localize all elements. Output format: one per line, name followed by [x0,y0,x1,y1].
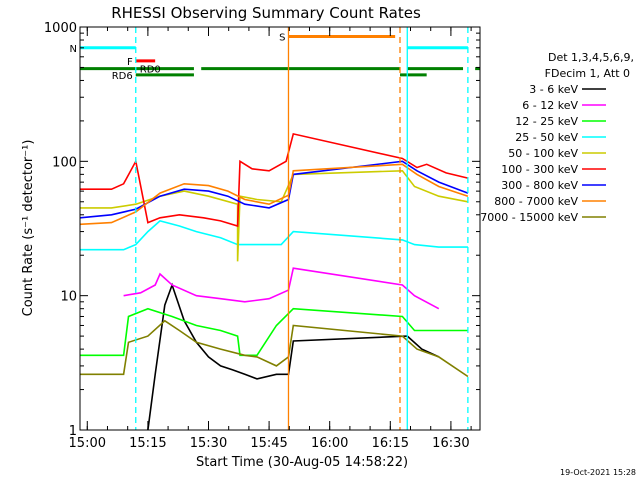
series-line-7 [79,163,469,226]
legend-label-6: 300 - 800 keV [501,179,578,192]
legend-label-4: 50 - 100 keV [508,147,578,160]
legend-header-line-1: Det 1,3,4,5,6,9, [548,51,634,64]
series-line-0 [147,282,440,431]
x-tick-label-2: 15:30 [190,436,227,451]
legend-label-3: 25 - 50 keV [515,131,578,144]
flag-label-f: F [127,57,133,68]
x-tick-label-4: 16:00 [311,436,348,451]
legend-label-8: 7000 - 15000 keV [480,211,578,224]
x-tick-label-5: 16:15 [372,436,409,451]
chart-title: RHESSI Observing Summary Count Rates [111,4,421,22]
legend: Det 1,3,4,5,6,9, FDecim 1, Att 0 3 - 6 k… [480,51,634,224]
x-tick-label-6: 16:30 [432,436,469,451]
plot-frame [79,26,481,431]
y-tick-label-0: 1 [69,424,77,439]
x-axis-label: Start Time (30-Aug-05 14:58:22) [196,455,408,470]
flags-layer: N F S RD0 RD6 [70,32,480,82]
series-lines-layer [79,132,469,431]
flag-label-n: N [70,44,77,55]
legend-label-1: 6 - 12 keV [522,99,578,112]
series-line-1 [123,267,440,310]
legend-label-0: 3 - 6 keV [529,83,578,96]
flag-label-rd6: RD6 [112,71,133,82]
series-line-2 [80,307,468,357]
y-tick-label-2: 100 [52,155,77,170]
y-tick-label-3: 1000 [44,21,77,36]
series-line-5 [80,132,469,228]
x-tick-label-0: 15:00 [69,436,106,451]
legend-label-7: 800 - 7000 keV [494,195,578,208]
flag-label-rd0: RD0 [140,65,161,76]
y-tick-label-1: 10 [60,290,77,305]
legend-label-2: 12 - 25 keV [515,115,578,128]
legend-header-line-2: FDecim 1, Att 0 [545,67,630,80]
render-timestamp: 19-Oct-2021 15:28 [560,468,636,477]
x-tick-label-3: 15:45 [250,436,287,451]
series-line-4 [80,169,469,262]
y-axis-label: Count Rate (s⁻¹ detector⁻¹) [21,140,36,317]
vertical-markers-layer [135,27,469,430]
legend-label-5: 100 - 300 keV [501,163,578,176]
series-line-3 [80,220,468,251]
axes-layer: 1 10 100 1000 15:00 15:15 15:30 15:45 16:00 16:15… [44,21,480,451]
flag-label-s: S [279,32,285,43]
x-tick-label-1: 15:15 [129,436,166,451]
